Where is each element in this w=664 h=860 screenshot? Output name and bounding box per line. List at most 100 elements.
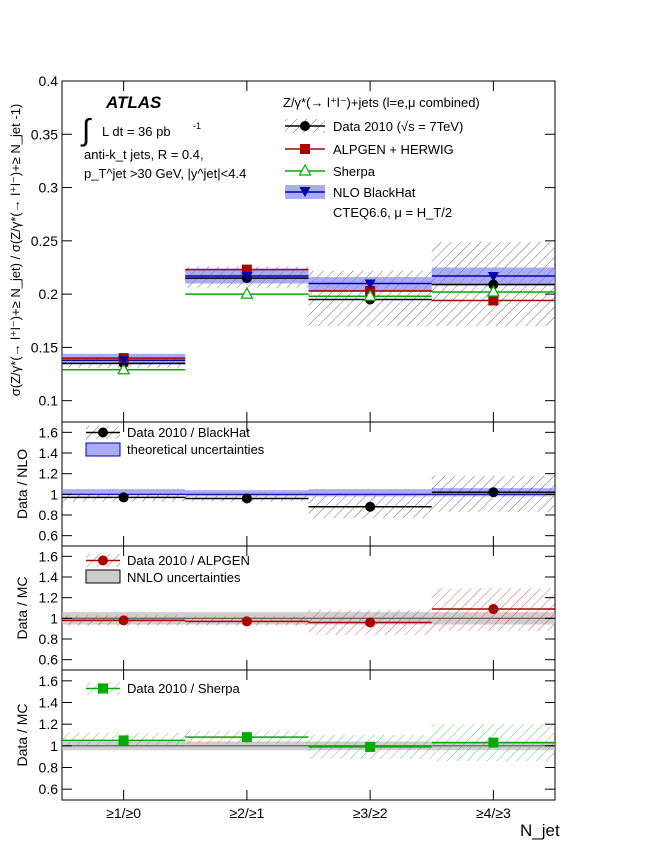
legend-alpgen-label: ALPGEN + HERWIG [333, 142, 454, 157]
r1-y-tick-label: 1.2 [39, 466, 59, 482]
alpgen-point [241, 264, 252, 275]
ratio-alpgen-bands [62, 588, 555, 635]
main-y-axis-label: σ(Z/γ*(→ l⁺l⁻)+≥ N_jet) / σ(Z/γ*(→ l⁺l⁻)… [8, 104, 23, 397]
ratio-point [118, 492, 129, 503]
ratio-point [118, 735, 129, 746]
theory-band [62, 489, 186, 496]
ratio-nlo-marks [62, 487, 555, 512]
ratio-nlo-legend-theory-band [85, 442, 121, 457]
r3-y-tick-label: 1 [50, 738, 58, 754]
ratio-sherpa-legend-data-label: Data 2010 / Sherpa [127, 681, 241, 696]
theory-band [185, 490, 309, 497]
main-y-tick-label: 0.2 [39, 286, 59, 302]
ratio-nlo-y-axis: 0.6 0.8 1 1.2 1.4 1.6 [39, 424, 555, 544]
r2-y-tick-label: 1 [50, 610, 58, 626]
ratio-nlo-legend-data-label: Data 2010 / BlackHat [127, 425, 250, 440]
r2-y-tick-label: 1.6 [39, 548, 59, 564]
main-y-tick-label: 0.3 [39, 180, 59, 196]
legend-sherpa-label: Sherpa [333, 164, 376, 179]
x-category-label: ≥1/≥0 [106, 805, 141, 821]
x-category-label: ≥4/≥3 [476, 805, 511, 821]
luminosity-label: L dt = 36 pb [102, 124, 171, 139]
x-axis-label: N_jet [520, 821, 560, 840]
r1-y-tick-label: 1.6 [39, 424, 59, 440]
ratio-point [488, 737, 499, 748]
ratio-alpgen-y-axis-label: Data / MC [14, 576, 30, 639]
theory-band [308, 489, 432, 497]
ratio-point [365, 617, 376, 628]
sherpa-point [363, 289, 377, 301]
legend-item-blackhat: NLO BlackHat [285, 185, 416, 200]
ratio-point [488, 487, 499, 498]
r2-y-tick-label: 0.6 [39, 652, 59, 668]
main-y-tick-label: 0.4 [39, 73, 59, 89]
ratio-point [118, 615, 129, 626]
x-category-label: ≥3/≥2 [353, 805, 388, 821]
r3-y-tick-label: 1.2 [39, 716, 59, 732]
r2-y-tick-label: 0.8 [39, 631, 59, 647]
main-panel: 0.1 0.15 0.2 0.25 0.3 0.35 0.4 σ(Z/γ*(→ l⁺l⁻)+… [8, 73, 556, 423]
sherpa-point [486, 284, 500, 297]
ratio-nlo-legend-data-marker [98, 427, 108, 438]
ratio-point [365, 741, 376, 752]
r1-y-tick-label: 0.6 [39, 528, 59, 544]
ratio-alpgen-marks [62, 604, 555, 628]
ratio-alpgen-legend-data-marker [98, 555, 108, 566]
process-label: Z/γ*(→ l⁺l⁻)+jets (l=e,μ combined) [283, 95, 480, 110]
main-marks [62, 264, 555, 375]
blackhat-point [487, 272, 499, 283]
ratio-nlo-y-axis-label: Data / NLO [14, 449, 30, 519]
legend-pdf-note: CTEQ6.6, μ = H_T/2 [333, 205, 452, 220]
r3-y-tick-label: 0.6 [39, 781, 59, 797]
ratio-alpgen-legend-theory-label: NNLO uncertainties [127, 570, 241, 585]
ratio-alpgen-legend-data-label: Data 2010 / ALPGEN [127, 553, 250, 568]
luminosity-exponent: -1 [193, 121, 201, 131]
ratio-nlo-panel: 0.6 0.8 1 1.2 1.4 1.6 Data / NLO Data 2010 / … [14, 421, 556, 547]
main-y-tick-label: 0.15 [31, 339, 58, 355]
r2-y-tick-label: 1.4 [39, 569, 59, 585]
legend-item-sherpa: Sherpa [285, 163, 376, 179]
main-y-tick-label: 0.1 [39, 393, 59, 409]
jet-cuts-label: p_T^jet >30 GeV, |y^jet|<4.4 [84, 166, 246, 181]
ratio-alpgen-legend: Data 2010 / ALPGEN NNLO uncertainties [85, 553, 250, 585]
ratio-nlo-legend-theory-label: theoretical uncertainties [127, 442, 265, 457]
ratio-point [241, 732, 252, 743]
legend-item-alpgen: ALPGEN + HERWIG [285, 142, 454, 157]
ratio-alpgen-y-axis: 0.6 0.8 1 1.2 1.4 1.6 [39, 548, 555, 668]
ratio-sherpa-legend: Data 2010 / Sherpa [86, 681, 241, 696]
ratio-sherpa-y-axis-label: Data / MC [14, 703, 30, 766]
ratio-point [241, 493, 252, 504]
r1-y-tick-label: 1 [50, 486, 58, 502]
r3-y-tick-label: 0.8 [39, 760, 59, 776]
ratio-point [488, 604, 499, 615]
alpgen-point [488, 295, 499, 306]
ratio-sherpa-panel: 0.6 0.8 1 1.2 1.4 1.6 Data / MC Data 2010 / S… [14, 669, 556, 801]
ratio-sherpa-y-axis: 0.6 0.8 1 1.2 1.4 1.6 [39, 673, 555, 797]
ratio-point [365, 501, 376, 512]
r3-y-tick-label: 1.4 [39, 695, 59, 711]
legend-sherpa-marker [298, 163, 312, 176]
legend-data-marker [300, 121, 310, 131]
x-category-label: ≥2/≥1 [229, 805, 264, 821]
ratio-nlo-x-ticks [123, 422, 494, 546]
legend-blackhat-label: NLO BlackHat [333, 185, 416, 200]
jet-algorithm-label: anti-k_t jets, R = 0.4, [84, 147, 204, 162]
blackhat-point [364, 279, 376, 290]
legend-item-data: Data 2010 (√s = 7TeV) [285, 119, 463, 134]
main-y-tick-label: 0.25 [31, 233, 58, 249]
ratio-alpgen-legend-theory-band [85, 569, 121, 584]
ratio-alpgen-panel: 0.6 0.8 1 1.2 1.4 1.6 Data / MC Data 2010 / A… [14, 545, 556, 671]
sherpa-point [117, 362, 131, 375]
x-category-labels: ≥1/≥0 ≥2/≥1 ≥3/≥2 ≥4/≥3 [106, 805, 511, 821]
r1-y-tick-label: 1.4 [39, 445, 59, 461]
ratio-alpgen-x-ticks [123, 546, 494, 670]
legend-blackhat-marker [299, 187, 311, 197]
main-y-tick-label: 0.35 [31, 126, 58, 142]
atlas-label: ATLAS [105, 93, 162, 112]
blackhat-point [118, 356, 130, 367]
sherpa-point [240, 286, 254, 299]
main-x-ticks [123, 81, 494, 422]
ratio-sherpa-legend-data-marker [98, 683, 108, 694]
r2-y-tick-label: 1.2 [39, 590, 59, 606]
